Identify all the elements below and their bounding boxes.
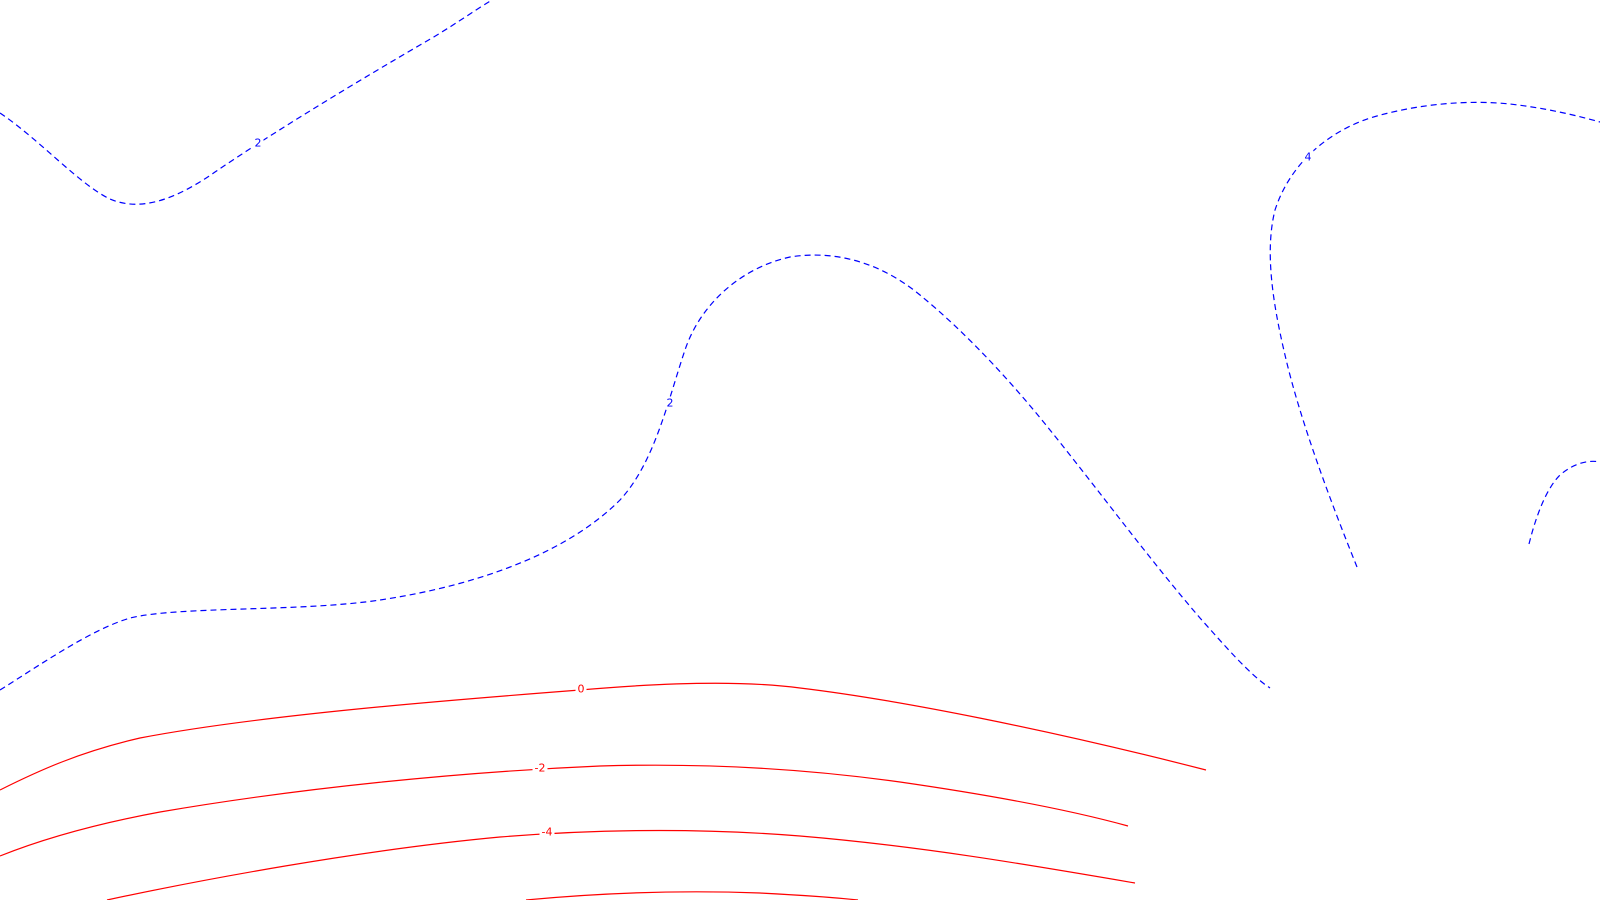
contour-blue-far-right [1528,460,1600,545]
contour-label-backing [664,396,676,410]
contour-label-backing [252,136,264,150]
contour-red-0 [0,682,1207,791]
contour-red-neg2 [0,764,1129,857]
contour-label-2-top-left: 2 [255,137,262,150]
contour-blue-2-top-left [0,0,493,205]
contour-blue-2-center [0,254,1271,691]
contour-blue-4-right [1269,101,1600,568]
contour-label-2-center: 2 [667,397,674,410]
contour-label-backing [575,682,587,696]
contour-red-neg4 [106,829,1136,900]
contour-label-backing [539,825,555,839]
contour-label-4-right: 4 [1305,151,1312,164]
contour-red-bottom [525,891,859,900]
contour-label-0: 0 [578,683,585,696]
contour-label-backing [1302,150,1314,164]
contour-label-neg4: -4 [542,826,553,839]
contour-label-neg2: -2 [535,762,546,775]
contour-label-backing [532,761,548,775]
